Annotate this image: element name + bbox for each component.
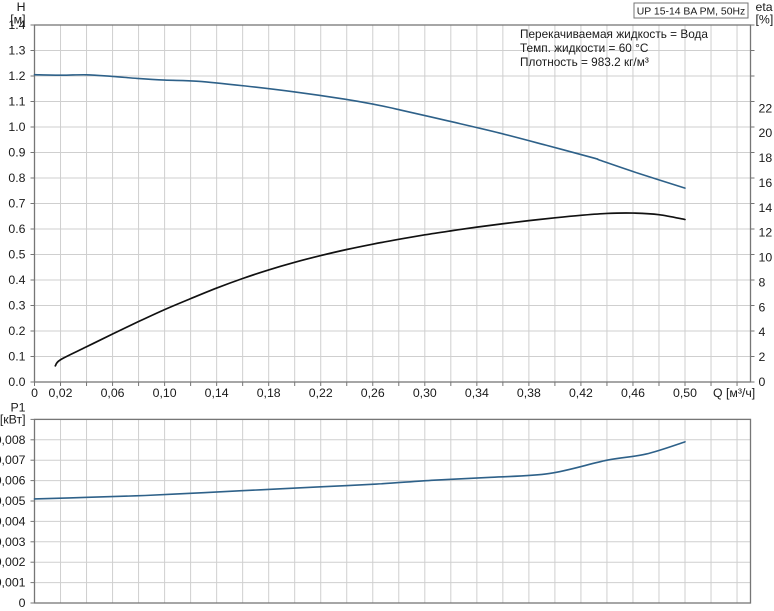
svg-text:2: 2: [759, 350, 766, 364]
svg-text:10: 10: [759, 251, 773, 265]
svg-text:0,006: 0,006: [0, 474, 26, 488]
svg-text:12: 12: [759, 226, 773, 240]
svg-text:1.1: 1.1: [8, 95, 25, 109]
svg-text:0,003: 0,003: [0, 535, 26, 549]
svg-text:Плотность = 983.2 кг/м³: Плотность = 983.2 кг/м³: [520, 55, 649, 69]
svg-text:0.5: 0.5: [8, 248, 25, 262]
svg-text:[%]: [%]: [756, 13, 774, 27]
svg-text:0,008: 0,008: [0, 433, 26, 447]
svg-text:0,001: 0,001: [0, 576, 26, 590]
svg-text:18: 18: [759, 151, 773, 165]
svg-text:0,34: 0,34: [465, 386, 489, 400]
svg-text:0.6: 0.6: [8, 222, 25, 236]
svg-text:0.7: 0.7: [8, 197, 25, 211]
svg-text:0,50: 0,50: [673, 386, 697, 400]
svg-text:22: 22: [759, 101, 773, 115]
svg-text:[кВт]: [кВт]: [0, 412, 26, 426]
svg-text:0,004: 0,004: [0, 514, 26, 528]
svg-text:8: 8: [759, 275, 766, 289]
svg-text:0.2: 0.2: [8, 324, 25, 338]
svg-text:0,46: 0,46: [621, 386, 645, 400]
svg-text:1.0: 1.0: [8, 120, 25, 134]
svg-text:0,06: 0,06: [101, 386, 125, 400]
svg-text:0,22: 0,22: [309, 386, 333, 400]
svg-text:0: 0: [31, 386, 38, 400]
svg-text:0,18: 0,18: [257, 386, 281, 400]
svg-text:0,002: 0,002: [0, 555, 26, 569]
svg-text:20: 20: [759, 126, 773, 140]
svg-text:0,005: 0,005: [0, 494, 26, 508]
svg-text:0.0: 0.0: [8, 375, 25, 389]
svg-text:0.3: 0.3: [8, 299, 25, 313]
svg-text:0,007: 0,007: [0, 453, 26, 467]
svg-text:6: 6: [759, 300, 766, 314]
svg-text:0.8: 0.8: [8, 171, 25, 185]
svg-text:0.9: 0.9: [8, 146, 25, 160]
svg-text:[м]: [м]: [10, 13, 25, 27]
svg-text:0,14: 0,14: [205, 386, 229, 400]
svg-text:0,42: 0,42: [569, 386, 593, 400]
svg-text:0.4: 0.4: [8, 273, 25, 287]
svg-text:UP 15-14 BA PM, 50Hz: UP 15-14 BA PM, 50Hz: [637, 6, 745, 17]
svg-text:0,02: 0,02: [49, 386, 73, 400]
svg-text:Перекачиваемая жидкость = Вода: Перекачиваемая жидкость = Вода: [520, 27, 708, 41]
svg-text:1.2: 1.2: [8, 69, 25, 83]
svg-text:1.3: 1.3: [8, 44, 25, 58]
svg-text:0,38: 0,38: [517, 386, 541, 400]
svg-text:0.1: 0.1: [8, 350, 25, 364]
svg-text:0: 0: [759, 375, 766, 389]
svg-text:0: 0: [19, 596, 26, 610]
svg-text:Темп. жидкости = 60 °C: Темп. жидкости = 60 °C: [520, 41, 649, 55]
svg-text:16: 16: [759, 176, 773, 190]
svg-text:0,30: 0,30: [413, 386, 437, 400]
svg-text:14: 14: [759, 201, 773, 215]
svg-text:0,26: 0,26: [361, 386, 385, 400]
svg-text:0,10: 0,10: [153, 386, 177, 400]
svg-text:Q [м³/ч]: Q [м³/ч]: [713, 386, 755, 400]
svg-text:4: 4: [759, 325, 766, 339]
